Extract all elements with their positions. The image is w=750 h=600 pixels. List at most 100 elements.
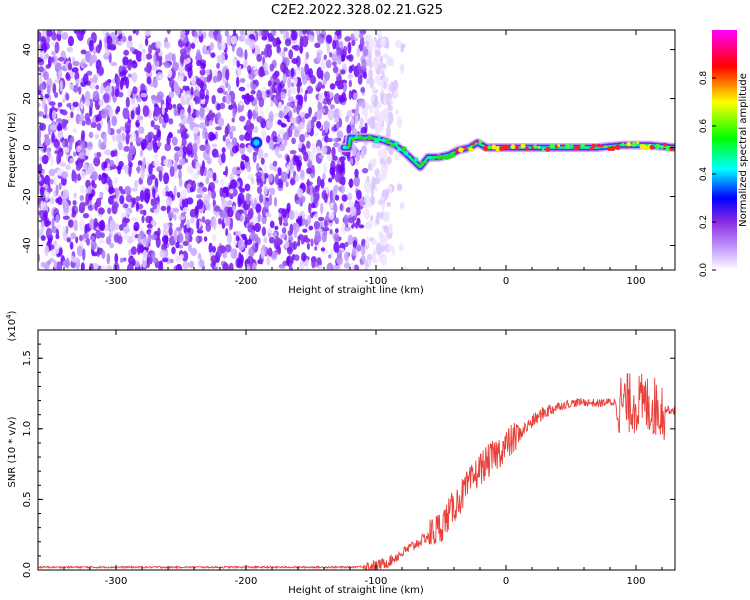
x-tick-label: -100 (365, 276, 388, 287)
noise-cell (164, 191, 171, 197)
noise-cell (110, 61, 118, 67)
noise-cell (49, 107, 53, 120)
noise-cell (367, 163, 373, 172)
noise-cell (203, 31, 207, 39)
noise-cell (135, 201, 140, 212)
noise-cell (270, 99, 274, 108)
noise-cell (269, 220, 275, 229)
noise-cell (135, 122, 140, 127)
noise-cell (165, 54, 169, 63)
noise-cell (224, 53, 228, 61)
noise-cell (147, 231, 152, 244)
noise-cell (321, 231, 327, 243)
noise-cell (254, 222, 261, 233)
noise-cell (393, 89, 399, 99)
noise-cell (355, 102, 360, 114)
noise-cell (335, 72, 339, 77)
noise-cell (61, 110, 68, 116)
noise-cell (115, 30, 122, 35)
noise-cell (69, 157, 75, 164)
ridge-peak (357, 135, 363, 140)
noise-cell (204, 106, 210, 113)
noise-cell (258, 97, 265, 108)
noise-cell (151, 250, 156, 260)
noise-cell (186, 115, 194, 125)
noise-cell (50, 156, 54, 167)
noise-cell (156, 128, 161, 138)
noise-cell (383, 211, 390, 222)
noise-cell (169, 258, 174, 264)
noise-cell (296, 82, 301, 94)
noise-cell (57, 30, 63, 35)
ridge-peak (631, 142, 637, 147)
noise-cell (294, 210, 299, 220)
noise-cell (131, 229, 137, 242)
noise-cell (325, 34, 333, 44)
noise-cell (123, 145, 131, 152)
noise-cell (55, 243, 60, 255)
noise-cell (138, 43, 144, 50)
noise-cell (42, 97, 47, 103)
noise-cell (396, 183, 403, 192)
noise-cell (85, 99, 91, 107)
noise-cell (383, 147, 388, 159)
noise-cell (135, 30, 139, 36)
noise-cell (341, 222, 347, 235)
noise-cell (208, 242, 213, 254)
noise-cell (387, 244, 394, 252)
noise-cell (152, 257, 159, 264)
noise-cell (247, 109, 253, 120)
noise-cell (192, 37, 200, 45)
ridge-peak (478, 139, 483, 144)
noise-cell (332, 39, 337, 50)
ridge-peak (625, 145, 628, 149)
noise-cell (117, 164, 122, 175)
noise-cell (318, 154, 325, 159)
noise-cell (235, 230, 242, 237)
noise-cell (364, 109, 368, 121)
noise-cell (255, 203, 262, 213)
noise-cell (109, 159, 115, 167)
noise-cell (88, 39, 94, 52)
ridge-peak (621, 142, 625, 146)
noise-cell (335, 194, 340, 201)
noise-cell (227, 232, 232, 245)
noise-cell (106, 253, 111, 265)
ridge-peak (590, 147, 594, 151)
noise-cell (248, 69, 252, 75)
noise-cell (314, 42, 321, 49)
noise-cell (153, 124, 161, 131)
noise-cell (355, 159, 360, 166)
noise-cell (124, 185, 132, 195)
noise-cell (334, 217, 339, 224)
noise-cell (322, 173, 326, 181)
ridge-peak (597, 143, 601, 148)
noise-cell (72, 169, 75, 175)
noise-cell (68, 139, 73, 152)
noise-cell (344, 226, 351, 232)
noise-cell (150, 94, 157, 101)
noise-cell (386, 156, 392, 165)
noise-cell (98, 99, 104, 107)
noise-cell (176, 103, 183, 112)
heatmap-ridge-layer (250, 133, 675, 172)
noise-cell (286, 164, 290, 175)
noise-cell (167, 52, 174, 61)
ridge-peak (649, 144, 655, 150)
ridge-peak (636, 141, 640, 145)
noise-cell (270, 251, 278, 261)
ridge-peak (419, 161, 425, 167)
ridge-peak (591, 143, 596, 148)
noise-cell (269, 236, 275, 244)
ridge-peak (431, 157, 435, 161)
noise-cell (67, 219, 74, 228)
noise-cell (128, 35, 133, 42)
noise-cell (70, 232, 76, 240)
noise-cell (55, 198, 60, 204)
noise-cell (343, 214, 349, 225)
noise-cell (295, 116, 301, 125)
noise-cell (176, 191, 181, 198)
noise-cell (57, 57, 65, 62)
noise-cell (196, 194, 203, 199)
noise-cell (267, 227, 273, 234)
